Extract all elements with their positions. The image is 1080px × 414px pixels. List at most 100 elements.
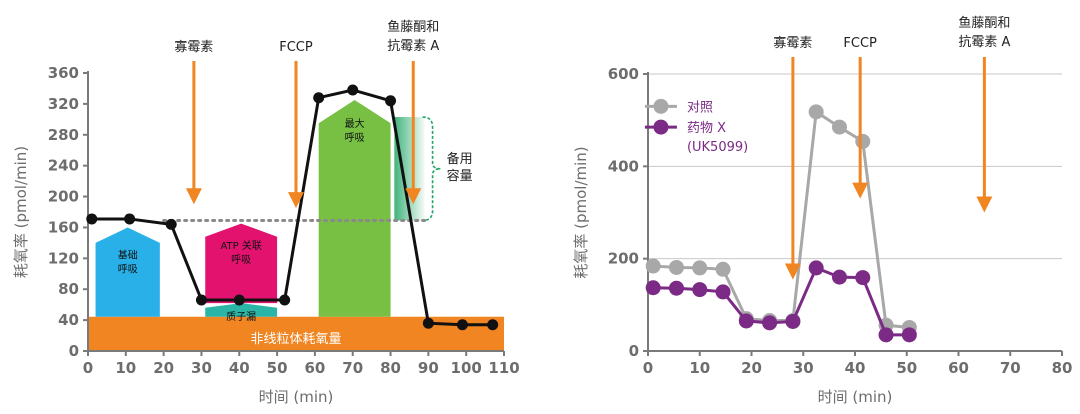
data-point — [456, 319, 468, 331]
proton-leak-region — [205, 303, 278, 317]
injection-label: 抗霉素 A — [387, 39, 439, 54]
data-point — [86, 213, 98, 225]
y-tick-label: 240 — [48, 157, 79, 175]
x-tick-label: 90 — [418, 359, 439, 377]
data-point — [124, 213, 136, 225]
drug-data-point — [715, 284, 731, 300]
injection-arrow-head — [405, 188, 422, 205]
drug-data-point — [692, 282, 708, 298]
x-tick-label: 30 — [793, 359, 814, 377]
x-tick-label: 10 — [689, 359, 710, 377]
data-point — [487, 319, 499, 331]
x-tick-label: 80 — [380, 359, 401, 377]
y-axis-title: 耗氧率 (pmol/min) — [572, 146, 590, 278]
drug-data-point — [762, 315, 778, 331]
y-tick-label: 0 — [629, 342, 639, 360]
drug-data-point — [878, 327, 894, 343]
y-tick-label: 40 — [58, 311, 79, 329]
x-tick-label: 0 — [83, 359, 93, 377]
x-tick-label: 20 — [153, 359, 174, 377]
control-data-point — [855, 133, 871, 149]
injection-label: 抗霉素 A — [958, 35, 1010, 50]
legend-marker — [653, 119, 669, 135]
atp-linked-label: ATP 关联 — [220, 239, 261, 252]
atp-linked-label: 呼吸 — [231, 254, 251, 266]
basal-respiration-region — [95, 227, 160, 317]
drug-data-point — [855, 270, 871, 286]
x-tick-label: 100 — [451, 359, 482, 377]
non-mitochondrial-label: 非线粒体耗氧量 — [250, 332, 341, 347]
y-tick-label: 200 — [608, 250, 639, 268]
x-tick-label: 10 — [115, 359, 136, 377]
x-tick-label: 110 — [488, 359, 519, 377]
injection-label: 鱼藤酮和 — [958, 15, 1010, 31]
data-point — [313, 92, 325, 104]
x-tick-label: 40 — [229, 359, 250, 377]
x-axis-title: 时间 (min) — [818, 388, 893, 406]
maximal-respiration-region — [318, 100, 391, 317]
data-point — [385, 95, 397, 107]
x-tick-label: 70 — [1000, 359, 1021, 377]
injection-arrow-head — [976, 196, 993, 213]
legend-label-drug: 药物 X — [687, 121, 726, 136]
data-point — [233, 294, 245, 306]
spare-capacity-label: 容量 — [447, 168, 473, 184]
y-tick-label: 400 — [608, 157, 639, 175]
data-point — [165, 218, 177, 230]
injection-arrow-head — [852, 182, 869, 199]
control-data-point — [831, 119, 847, 135]
injection-label: 寡霉素 — [773, 35, 812, 51]
control-data-point — [808, 104, 824, 120]
chart-right: 0 200 400 600 0 10 20 30 40 50 60 70 80 时间 (min) 耗氧率 (… — [572, 15, 1072, 406]
drug-data-point — [831, 269, 847, 285]
maximal-respiration-label: 最大 — [345, 117, 365, 130]
y-tick-label: 160 — [48, 218, 79, 236]
x-tick-label: 30 — [191, 359, 212, 377]
maximal-respiration-label: 呼吸 — [345, 132, 365, 144]
ocr-series-line — [91, 88, 493, 327]
basal-respiration-label: 呼吸 — [118, 263, 138, 275]
control-data-point — [692, 260, 708, 276]
y-tick-label: 0 — [69, 342, 79, 360]
x-tick-label: 40 — [845, 359, 866, 377]
atp-linked-region — [205, 223, 278, 304]
drug-data-point — [645, 280, 661, 296]
injection-label: FCCP — [843, 36, 877, 51]
y-tick-label: 200 — [48, 188, 79, 206]
x-tick-label: 20 — [741, 359, 762, 377]
spare-capacity-label: 备用 — [447, 151, 473, 167]
legend-label-control: 对照 — [687, 100, 713, 115]
y-tick-label: 120 — [48, 249, 79, 267]
injection-label: 鱼藤酮和 — [387, 19, 439, 35]
proton-leak-label: 质子漏 — [226, 311, 256, 323]
drug-series-line — [653, 265, 910, 337]
injection-arrow-head — [784, 263, 801, 280]
control-data-point — [668, 259, 684, 275]
legend-marker — [653, 98, 669, 114]
x-tick-label: 0 — [643, 359, 653, 377]
x-tick-label: 70 — [342, 359, 363, 377]
y-axis-title: 耗氧率 (pmol/min) — [12, 146, 30, 278]
drug-data-point — [785, 313, 801, 329]
y-tick-label: 600 — [608, 65, 639, 83]
injection-label: 寡霉素 — [174, 39, 213, 55]
drug-data-point — [808, 260, 824, 276]
injection-arrow-head — [288, 192, 304, 209]
data-point — [347, 84, 359, 96]
data-point — [279, 294, 291, 306]
spare-capacity-brace — [422, 116, 441, 222]
basal-respiration-label: 基础 — [118, 248, 138, 261]
injection-label: FCCP — [279, 40, 313, 55]
y-tick-label: 360 — [48, 64, 79, 82]
injection-arrow-head — [185, 188, 202, 205]
data-point — [422, 317, 434, 329]
drug-data-point — [901, 327, 917, 343]
control-data-point — [645, 258, 661, 274]
x-tick-label: 50 — [267, 359, 288, 377]
control-data-point — [715, 261, 731, 277]
x-tick-label: 60 — [304, 359, 325, 377]
legend-label-drug: (UK5099) — [687, 140, 748, 155]
y-tick-label: 280 — [48, 126, 79, 144]
